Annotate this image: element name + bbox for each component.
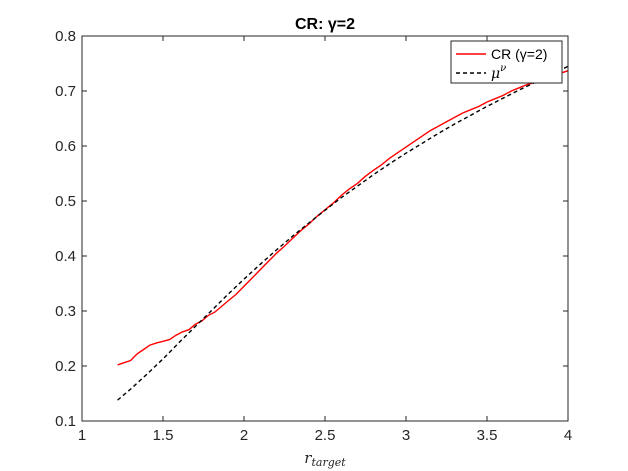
x-axis: 1 1.5 2 2.5 3 3.5 4 (78, 36, 572, 444)
legend: CR (γ=2) μν (450, 40, 563, 84)
x-axis-label-main: r (304, 449, 312, 467)
legend-label-mu: μν (491, 63, 506, 82)
x-tick-label: 4 (564, 427, 572, 444)
x-tick-label: 3.5 (477, 427, 498, 444)
plot-background (82, 36, 568, 421)
chart-title: CR: γ=2 (295, 16, 355, 33)
y-tick-label: 0.4 (55, 248, 76, 265)
series-line-mu (117, 65, 568, 401)
y-tick-label: 0.7 (55, 83, 76, 100)
legend-box (450, 40, 563, 84)
legend-label-mu-base: μ (491, 66, 500, 82)
x-axis-label-subscript: target (311, 456, 346, 469)
x-axis-label: rtarget (304, 449, 346, 469)
y-tick-label: 0.1 (55, 413, 76, 430)
x-tick-label: 2.5 (315, 427, 336, 444)
series-line-cr (117, 70, 568, 366)
series-layer (117, 65, 568, 401)
y-tick-label: 0.6 (55, 138, 76, 155)
x-tick-label: 1 (78, 427, 86, 444)
x-tick-label: 2 (240, 427, 248, 444)
y-axis: 0.1 0.2 0.3 0.4 0.5 0.6 0.7 0.8 (55, 28, 568, 430)
y-tick-label: 0.2 (55, 358, 76, 375)
x-tick-label: 3 (402, 427, 410, 444)
y-tick-label: 0.3 (55, 303, 76, 320)
y-tick-label: 0.8 (55, 28, 76, 45)
legend-label-cr: CR (γ=2) (491, 46, 547, 62)
x-tick-label: 1.5 (153, 427, 174, 444)
y-tick-label: 0.5 (55, 193, 76, 210)
legend-label-mu-sup: ν (500, 63, 506, 74)
